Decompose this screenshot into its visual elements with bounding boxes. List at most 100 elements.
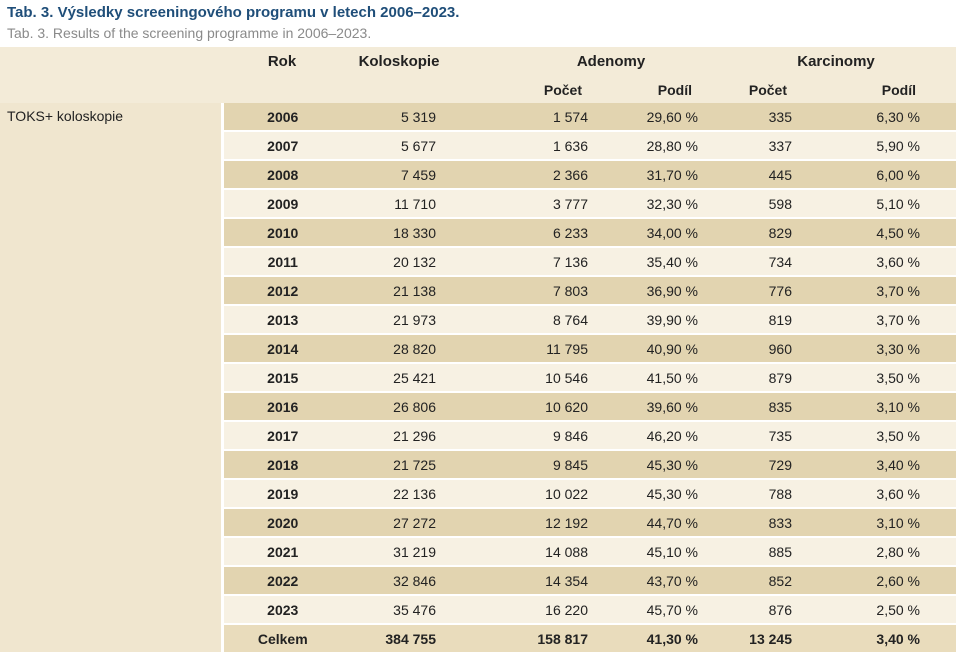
- cell-adenomy-pocet: 2 366: [506, 160, 606, 190]
- cell-karcinomy-podil: 3,70 %: [827, 305, 956, 335]
- cell-karcinomy-podil: 3,40 %: [827, 450, 956, 480]
- cell-karcinomy-pocet: 829: [716, 218, 827, 248]
- cell-koloskopie: 27 272: [342, 508, 506, 538]
- cell-koloskopie: 21 725: [342, 450, 506, 480]
- cell-koloskopie: 25 421: [342, 363, 506, 393]
- cell-rok: 2019: [222, 479, 342, 509]
- cell-koloskopie: 20 132: [342, 247, 506, 277]
- cell-karcinomy-podil: 5,10 %: [827, 189, 956, 219]
- cell-rok: 2021: [222, 537, 342, 567]
- table-title-czech: Tab. 3. Výsledky screeningového programu…: [7, 4, 460, 21]
- results-table: Rok Koloskopie Adenomy Karcinomy Počet P…: [0, 47, 956, 652]
- cell-adenomy-pocet: 12 192: [506, 508, 606, 538]
- cell-rok: 2008: [222, 160, 342, 190]
- cell-adenomy-pocet: 7 136: [506, 247, 606, 277]
- cell-adenomy-podil: 45,30 %: [606, 479, 716, 509]
- cell-rok: 2013: [222, 305, 342, 335]
- cell-adenomy-podil: 39,60 %: [606, 392, 716, 422]
- cell-rok: 2020: [222, 508, 342, 538]
- cell-adenomy-pocet: 8 764: [506, 305, 606, 335]
- cell-karcinomy-podil: 3,50 %: [827, 363, 956, 393]
- cell-total-label: Celkem: [222, 623, 342, 652]
- cell-total-koloskopie: 384 755: [342, 623, 506, 652]
- table-row: 2019 22 136 10 022 45,30 % 788 3,60 %: [0, 479, 956, 509]
- table-row: 2017 21 296 9 846 46,20 % 735 3,50 %: [0, 421, 956, 451]
- cell-adenomy-pocet: 10 620: [506, 392, 606, 422]
- cell-karcinomy-pocet: 598: [716, 189, 827, 219]
- cell-karcinomy-pocet: 445: [716, 160, 827, 190]
- cell-karcinomy-podil: 3,70 %: [827, 276, 956, 306]
- cell-adenomy-pocet: 14 088: [506, 537, 606, 567]
- cell-karcinomy-podil: 2,60 %: [827, 566, 956, 596]
- cell-karcinomy-pocet: 835: [716, 392, 827, 422]
- cell-total-karcinomy-podil: 3,40 %: [827, 623, 956, 652]
- cell-koloskopie: 21 296: [342, 421, 506, 451]
- cell-koloskopie: 18 330: [342, 218, 506, 248]
- cell-karcinomy-pocet: 729: [716, 450, 827, 480]
- cell-adenomy-pocet: 3 777: [506, 189, 606, 219]
- cell-adenomy-pocet: 9 845: [506, 450, 606, 480]
- cell-karcinomy-pocet: 337: [716, 131, 827, 161]
- header-rok: Rok: [222, 47, 342, 76]
- header-blank: [0, 47, 222, 76]
- cell-adenomy-podil: 34,00 %: [606, 218, 716, 248]
- cell-karcinomy-podil: 3,10 %: [827, 508, 956, 538]
- cell-rok: 2006: [222, 103, 342, 132]
- cell-adenomy-pocet: 11 795: [506, 334, 606, 364]
- cell-adenomy-podil: 44,70 %: [606, 508, 716, 538]
- cell-koloskopie: 21 138: [342, 276, 506, 306]
- table-title-english: Tab. 3. Results of the screening program…: [7, 25, 372, 41]
- cell-karcinomy-podil: 3,10 %: [827, 392, 956, 422]
- cell-adenomy-pocet: 10 546: [506, 363, 606, 393]
- header-karcinomy-pocet: Počet: [716, 76, 827, 103]
- cell-rok: 2012: [222, 276, 342, 306]
- cell-karcinomy-pocet: 788: [716, 479, 827, 509]
- cell-karcinomy-podil: 3,60 %: [827, 247, 956, 277]
- cell-adenomy-podil: 32,30 %: [606, 189, 716, 219]
- row-group-label: TOKS+ koloskopie: [0, 103, 224, 652]
- cell-karcinomy-podil: 3,60 %: [827, 479, 956, 509]
- cell-karcinomy-pocet: 734: [716, 247, 827, 277]
- cell-karcinomy-pocet: 852: [716, 566, 827, 596]
- header-row-sub: Počet Podíl Počet Podíl: [0, 76, 956, 103]
- header-adenomy: Adenomy: [506, 47, 716, 76]
- header-karcinomy: Karcinomy: [716, 47, 956, 76]
- cell-adenomy-podil: 28,80 %: [606, 131, 716, 161]
- cell-adenomy-podil: 46,20 %: [606, 421, 716, 451]
- cell-koloskopie: 31 219: [342, 537, 506, 567]
- cell-karcinomy-pocet: 335: [716, 103, 827, 132]
- cell-rok: 2015: [222, 363, 342, 393]
- cell-adenomy-pocet: 9 846: [506, 421, 606, 451]
- cell-adenomy-podil: 29,60 %: [606, 103, 716, 132]
- cell-adenomy-pocet: 6 233: [506, 218, 606, 248]
- table-row: 2022 32 846 14 354 43,70 % 852 2,60 %: [0, 566, 956, 596]
- table-row: 2012 21 138 7 803 36,90 % 776 3,70 %: [0, 276, 956, 306]
- cell-adenomy-podil: 45,10 %: [606, 537, 716, 567]
- cell-karcinomy-pocet: 960: [716, 334, 827, 364]
- cell-koloskopie: 5 677: [342, 131, 506, 161]
- cell-karcinomy-pocet: 833: [716, 508, 827, 538]
- table-row: 2014 28 820 11 795 40,90 % 960 3,30 %: [0, 334, 956, 364]
- cell-koloskopie: 28 820: [342, 334, 506, 364]
- cell-adenomy-pocet: 10 022: [506, 479, 606, 509]
- cell-karcinomy-podil: 3,50 %: [827, 421, 956, 451]
- cell-adenomy-pocet: 1 636: [506, 131, 606, 161]
- cell-adenomy-podil: 36,90 %: [606, 276, 716, 306]
- table-row: 2013 21 973 8 764 39,90 % 819 3,70 %: [0, 305, 956, 335]
- table-row: 2007 5 677 1 636 28,80 % 337 5,90 %: [0, 131, 956, 161]
- cell-koloskopie: 32 846: [342, 566, 506, 596]
- cell-rok: 2014: [222, 334, 342, 364]
- cell-karcinomy-podil: 6,30 %: [827, 103, 956, 132]
- cell-adenomy-podil: 31,70 %: [606, 160, 716, 190]
- cell-koloskopie: 7 459: [342, 160, 506, 190]
- cell-adenomy-podil: 35,40 %: [606, 247, 716, 277]
- cell-karcinomy-podil: 3,30 %: [827, 334, 956, 364]
- cell-rok: 2018: [222, 450, 342, 480]
- cell-karcinomy-pocet: 879: [716, 363, 827, 393]
- cell-karcinomy-podil: 2,80 %: [827, 537, 956, 567]
- table-row: 2021 31 219 14 088 45,10 % 885 2,80 %: [0, 537, 956, 567]
- cell-karcinomy-pocet: 735: [716, 421, 827, 451]
- cell-karcinomy-pocet: 776: [716, 276, 827, 306]
- cell-rok: 2007: [222, 131, 342, 161]
- header-adenomy-podil: Podíl: [606, 76, 716, 103]
